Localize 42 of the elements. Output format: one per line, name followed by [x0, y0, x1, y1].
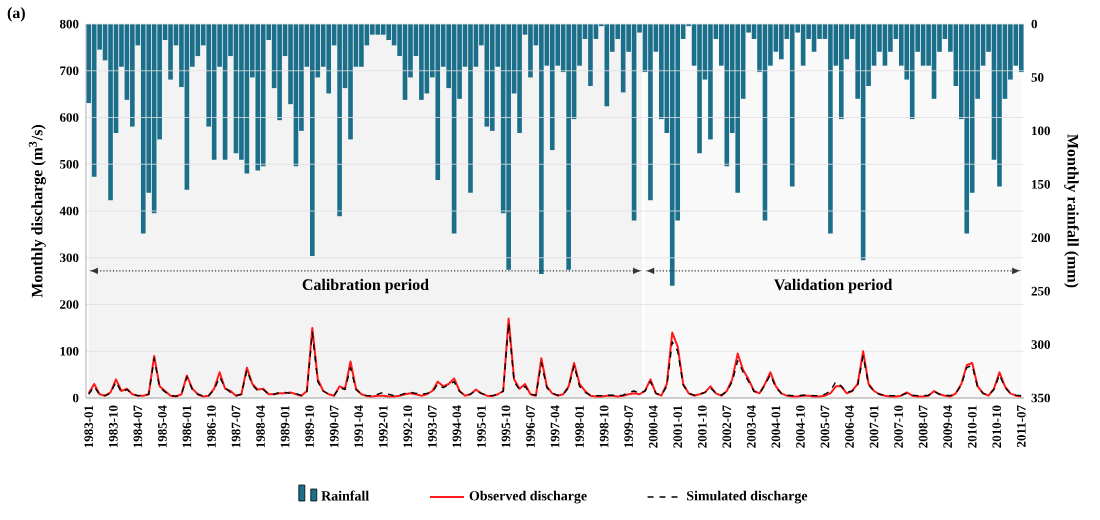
bar — [359, 24, 364, 67]
bar — [375, 24, 381, 35]
bar — [277, 24, 282, 121]
bar — [697, 24, 702, 154]
bar — [909, 24, 915, 120]
bar — [789, 24, 795, 187]
bar — [260, 24, 266, 167]
bar — [337, 24, 342, 217]
bar — [435, 24, 441, 181]
bar — [839, 24, 844, 120]
bar — [380, 24, 386, 35]
bar — [348, 24, 353, 140]
bar — [604, 24, 610, 107]
bar — [386, 24, 391, 41]
bar — [828, 24, 833, 234]
bar — [326, 24, 331, 94]
bar — [168, 24, 173, 80]
bar — [724, 24, 730, 167]
bar — [1018, 24, 1024, 73]
bar — [588, 24, 593, 86]
bar — [140, 24, 146, 234]
bar — [489, 24, 495, 131]
bar — [549, 24, 555, 151]
bar — [91, 24, 97, 177]
bar — [506, 24, 511, 270]
bar — [310, 24, 315, 256]
bar — [419, 24, 424, 100]
bar — [255, 24, 261, 171]
bar — [997, 24, 1002, 187]
bar — [528, 24, 533, 78]
bar — [468, 24, 473, 193]
bar — [108, 24, 113, 201]
bar — [566, 24, 571, 270]
bar — [648, 24, 653, 201]
bar — [735, 24, 741, 193]
bar — [539, 24, 544, 275]
bar — [130, 24, 135, 127]
bar — [669, 24, 675, 286]
bar — [779, 24, 784, 60]
bar — [964, 24, 970, 234]
bar — [708, 24, 713, 140]
bar — [517, 24, 522, 133]
